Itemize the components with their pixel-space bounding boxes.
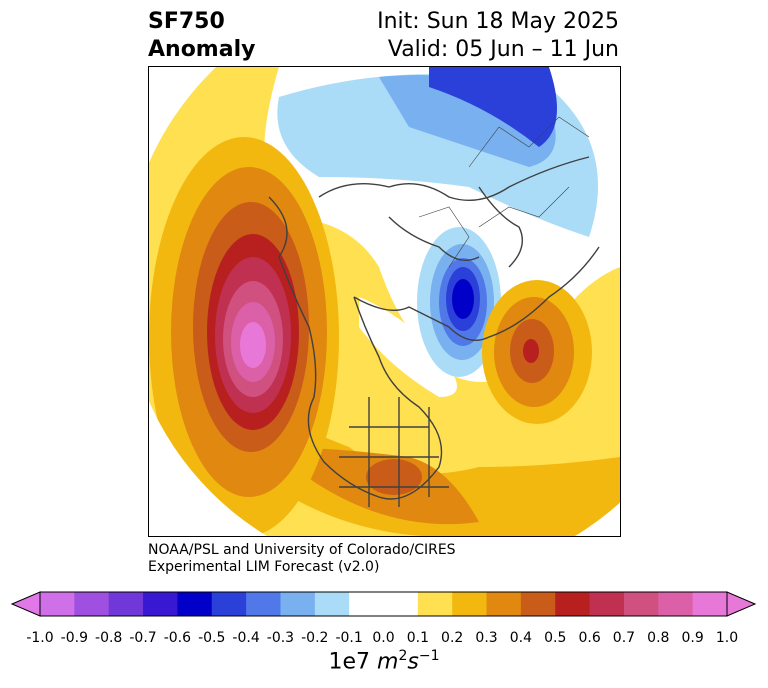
colorbar-boxes (40, 592, 728, 616)
anomaly-map (149, 67, 620, 536)
colorbar-tick-label: 0.7 (612, 630, 636, 646)
colorbar-box (74, 592, 110, 616)
colorbar-tick-label: -1.0 (26, 630, 54, 646)
colorbar-box (314, 592, 350, 616)
contour-neg-0.6-trough (452, 279, 474, 319)
colorbar-tick-label: 0.2 (441, 630, 464, 646)
colorbar-units: 1e7 m2s−1 (328, 648, 440, 675)
colorbar-underflow-triangle (10, 591, 41, 617)
colorbar-box (383, 592, 419, 616)
map-panel (148, 66, 621, 537)
init-date: Init: Sun 18 May 2025 (377, 9, 619, 34)
colorbar-tick-label: 1.0 (715, 630, 739, 646)
contour-0.2-south (159, 367, 620, 536)
title-field: Anomaly (148, 37, 256, 62)
colorbar-tick-label: -0.6 (163, 630, 192, 646)
colorbar-tick-label: 0.8 (647, 630, 670, 646)
colorbar-box (452, 592, 488, 616)
colorbar-box (417, 592, 453, 616)
colorbar-box (692, 592, 728, 616)
contour-0.4-us (366, 459, 422, 495)
colorbar-tick-label: 0.6 (578, 630, 601, 646)
colorbar-tick-label: -0.8 (95, 630, 123, 646)
colorbar-box (623, 592, 659, 616)
contour-neutral-arctic (359, 297, 457, 397)
colorbar-box (280, 592, 316, 616)
colorbar-tick-label: 0.9 (681, 630, 704, 646)
colorbar-tick-label: -0.9 (60, 630, 89, 646)
credit-block: NOAA/PSL and University of Colorado/CIRE… (148, 542, 456, 576)
contour-0.9-pacific (240, 322, 266, 368)
colorbar-tick-label: 0.4 (509, 630, 533, 646)
colorbar-box (108, 592, 144, 616)
colorbar-box (246, 592, 281, 616)
colorbar-box (589, 592, 625, 616)
colorbar-overflow-triangle (726, 591, 757, 617)
colorbar-outline (39, 591, 728, 617)
colorbar-box (211, 592, 247, 616)
date-block: Init: Sun 18 May 2025 Valid: 05 Jun – 11… (377, 8, 619, 64)
colorbar-tick-label: 0.5 (544, 630, 567, 646)
colorbar-box (658, 592, 694, 616)
colorbar-box (143, 592, 178, 616)
colorbar-tick-label: -0.4 (232, 630, 260, 646)
colorbar-box (40, 592, 75, 616)
colorbar-tick-label: 0.1 (406, 630, 429, 646)
title-variable: SF750 (148, 9, 225, 34)
valid-range: Valid: 05 Jun – 11 Jun (387, 37, 619, 62)
colorbar-box (486, 592, 522, 616)
colorbar-tick-label: -0.3 (266, 630, 295, 646)
coastlines (268, 156, 600, 507)
colorbar-box (177, 592, 213, 616)
colorbar-tick-label: -0.1 (335, 630, 363, 646)
colorbar-tick-label: -0.5 (198, 630, 226, 646)
colorbar-box (349, 592, 384, 616)
contour-neg-0.5-north (429, 67, 557, 147)
colorbar-box (555, 592, 591, 616)
colorbar-tick-label: -0.2 (301, 630, 329, 646)
anomaly-contours (149, 67, 620, 536)
colorbar (10, 591, 757, 617)
political-borders (418, 116, 590, 268)
credit-org: NOAA/PSL and University of Colorado/CIRE… (148, 542, 456, 558)
credit-model: Experimental LIM Forecast (v2.0) (148, 559, 380, 575)
colorbar-tick-label: 0.0 (372, 630, 395, 646)
colorbar-box (520, 592, 556, 616)
contour-0.5-asia (523, 339, 539, 363)
title-block: SF750 Anomaly (148, 8, 255, 64)
colorbar-tick-label: 0.3 (475, 630, 498, 646)
colorbar-tick-label: -0.7 (129, 630, 157, 646)
